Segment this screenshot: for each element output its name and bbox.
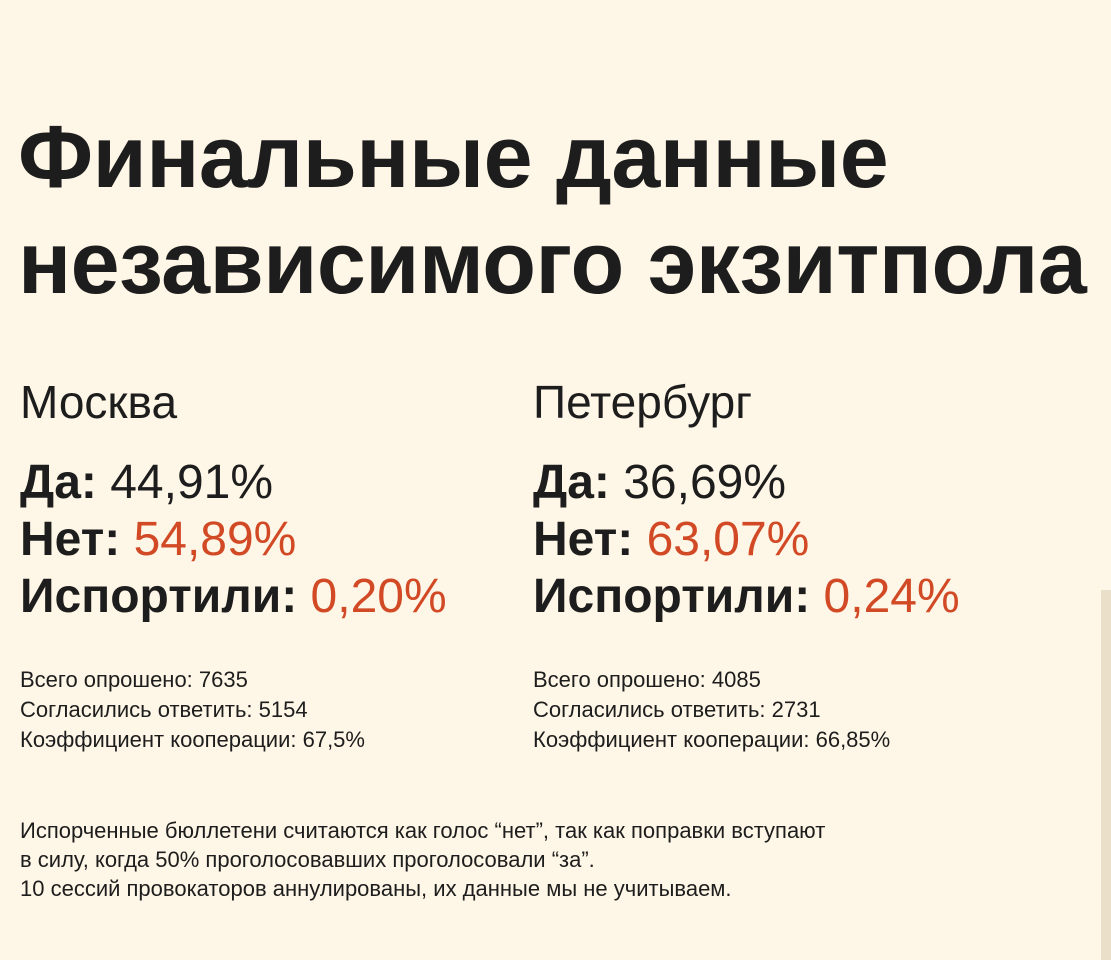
footnote-line-3: 10 сессий провокаторов аннулированы, их … xyxy=(20,876,732,901)
results: Да: 36,69% Нет: 63,07% Испортили: 0,24% xyxy=(533,454,1013,625)
result-spoiled: Испортили: 0,20% xyxy=(20,568,500,625)
spoiled-label: Испортили: xyxy=(533,570,811,623)
footnote-line-2: в силу, когда 50% проголосовавших прогол… xyxy=(20,847,595,872)
agreed-count: Согласились ответить: 2731 xyxy=(533,697,821,722)
no-label: Нет: xyxy=(533,513,634,566)
no-value: 54,89% xyxy=(133,513,297,566)
footnote: Испорченные бюллетени считаются как голо… xyxy=(20,816,825,903)
title-line-2: независимого экзитпола xyxy=(18,213,1087,312)
survey-meta: Всего опрошено: 7635 Согласились ответит… xyxy=(20,665,500,755)
spoiled-value: 0,24% xyxy=(823,570,960,623)
footnote-line-1: Испорченные бюллетени считаются как голо… xyxy=(20,818,826,843)
city-name: Петербург xyxy=(533,376,753,428)
region-petersburg: Петербург Да: 36,69% Нет: 63,07% Испорти… xyxy=(533,372,1013,755)
yes-value: 36,69% xyxy=(623,456,787,509)
survey-meta: Всего опрошено: 4085 Согласились ответит… xyxy=(533,665,1013,755)
spoiled-label: Испортили: xyxy=(20,570,298,623)
surveyed-count: Всего опрошено: 7635 xyxy=(20,667,248,692)
cooperation-rate: Коэффициент кооперации: 67,5% xyxy=(20,727,365,752)
no-value: 63,07% xyxy=(646,513,810,566)
spoiled-value: 0,20% xyxy=(310,570,447,623)
result-no: Нет: 54,89% xyxy=(20,511,500,568)
region-moscow: Москва Да: 44,91% Нет: 54,89% Испортили:… xyxy=(20,372,500,755)
city-name: Москва xyxy=(20,376,178,428)
result-spoiled: Испортили: 0,24% xyxy=(533,568,1013,625)
results: Да: 44,91% Нет: 54,89% Испортили: 0,20% xyxy=(20,454,500,625)
surveyed-count: Всего опрошено: 4085 xyxy=(533,667,761,692)
result-yes: Да: 44,91% xyxy=(20,454,500,511)
page-title: Финальные данные независимого экзитпола xyxy=(18,104,1087,316)
cooperation-rate: Коэффициент кооперации: 66,85% xyxy=(533,727,891,752)
no-label: Нет: xyxy=(20,513,121,566)
agreed-count: Согласились ответить: 5154 xyxy=(20,697,308,722)
yes-value: 44,91% xyxy=(110,456,274,509)
result-yes: Да: 36,69% xyxy=(533,454,1013,511)
title-line-1: Финальные данные xyxy=(18,107,889,206)
yes-label: Да: xyxy=(533,456,610,509)
result-no: Нет: 63,07% xyxy=(533,511,1013,568)
edge-shadow xyxy=(1101,590,1111,960)
yes-label: Да: xyxy=(20,456,97,509)
